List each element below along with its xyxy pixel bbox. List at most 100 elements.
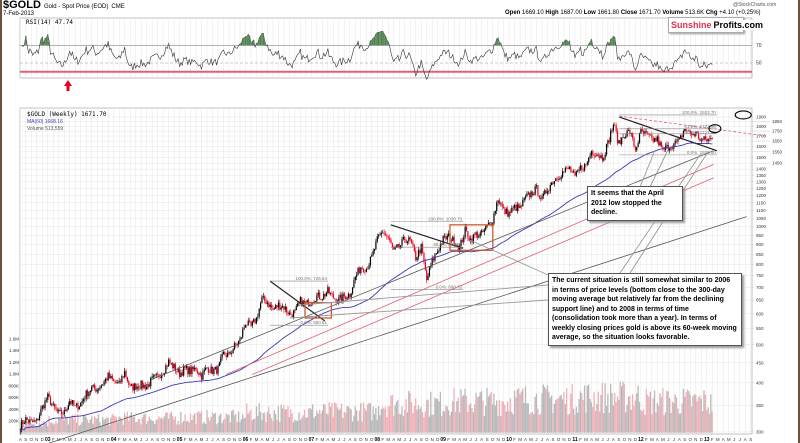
volume-bar — [217, 422, 219, 433]
volume-bar — [320, 413, 322, 433]
volume-bar — [261, 419, 263, 433]
volume-bar — [571, 384, 573, 433]
volume-bar — [185, 421, 188, 433]
volume-bar — [439, 391, 442, 433]
volume-bar — [435, 398, 437, 433]
volume-bar — [100, 425, 102, 433]
x-axis-label: A — [217, 437, 220, 442]
x-axis-label: J — [140, 437, 142, 442]
volume-bar — [305, 417, 307, 433]
price-candle — [122, 376, 124, 377]
volume-bar — [177, 421, 179, 433]
rsi-tick-label: 70 — [756, 43, 762, 49]
price-candle — [84, 398, 86, 400]
price-candle — [111, 375, 113, 380]
x-axis-label: M — [266, 437, 270, 442]
x-axis-label: M — [452, 437, 456, 442]
volume-bar — [265, 421, 267, 433]
price-candle — [233, 343, 236, 350]
price-candle — [132, 384, 134, 391]
volume-bar — [681, 403, 683, 433]
volume-legend: Volume 513,559 — [27, 126, 64, 132]
price-candle — [306, 300, 308, 303]
price-candle — [504, 208, 506, 214]
price-candle — [682, 131, 685, 138]
volume-bar — [334, 402, 336, 433]
price-candle — [279, 302, 281, 310]
price-candle — [148, 384, 150, 387]
volume-bar — [358, 410, 361, 433]
x-axis-label: F — [447, 437, 450, 442]
volume-bar — [490, 391, 492, 433]
volume-bar — [345, 412, 347, 433]
price-candle — [272, 307, 274, 310]
price-candle — [520, 205, 523, 207]
price-candle — [70, 400, 72, 404]
x-axis-label: M — [57, 437, 61, 442]
volume-bar — [644, 414, 646, 433]
price-candle — [56, 409, 58, 412]
price-candle — [257, 316, 259, 318]
fib-level-label: 0.0%: 690.72 — [436, 285, 463, 290]
price-candle — [67, 405, 69, 410]
volume-bar — [84, 415, 86, 433]
volume-bar — [408, 390, 410, 433]
price-candle — [666, 144, 668, 147]
x-axis-label: S — [683, 437, 686, 442]
volume-bar — [328, 402, 330, 433]
volume-bar — [169, 413, 171, 433]
x-axis-label: M — [134, 437, 138, 442]
volume-bar — [406, 412, 409, 433]
price-candle — [623, 137, 626, 139]
volume-bar — [176, 424, 178, 433]
price-candle — [117, 382, 119, 384]
volume-bar — [575, 406, 577, 433]
volume-bar — [671, 401, 674, 433]
price-tick-label: 1900 — [756, 115, 767, 120]
volume-bar — [449, 415, 451, 433]
x-axis-label: J — [607, 437, 609, 442]
volume-bar — [608, 412, 610, 433]
price-candle — [540, 198, 542, 200]
price-tick-label: 1100 — [756, 208, 766, 213]
price-candle — [428, 267, 431, 276]
volume-bar — [36, 425, 38, 433]
volume-bar — [312, 404, 314, 433]
price-candle — [474, 234, 476, 235]
highlight-ellipse — [734, 110, 752, 120]
volume-bar — [597, 391, 599, 433]
x-axis-label: S — [24, 437, 27, 442]
volume-bar — [592, 406, 594, 433]
price-candle — [196, 370, 199, 373]
price-tick-label: 1650 — [772, 139, 783, 144]
x-axis-label: N — [694, 437, 697, 442]
price-candle — [673, 143, 675, 149]
volume-bar — [178, 424, 181, 433]
volume-bar — [313, 417, 315, 433]
volume-bar — [655, 412, 657, 433]
volume-bar — [152, 421, 155, 433]
price-candle — [592, 151, 594, 155]
price-candle — [692, 133, 694, 135]
x-axis-label: 06 — [243, 437, 249, 443]
annotation-current-situation: The current situation is still somewhat … — [548, 273, 742, 346]
volume-bar — [667, 391, 669, 433]
price-candle — [125, 370, 127, 377]
price-candle — [640, 128, 642, 134]
price-candle — [708, 138, 711, 140]
volume-bar — [528, 414, 531, 433]
volume-bar — [180, 412, 182, 433]
volume-bar — [539, 413, 542, 433]
volume-bar — [545, 389, 547, 433]
price-candle — [497, 200, 499, 203]
volume-bar — [89, 419, 91, 433]
price-tick-label: 1050 — [756, 216, 767, 221]
volume-bar — [614, 393, 616, 433]
volume-bar — [141, 417, 144, 433]
price-tick-label: 1200 — [756, 193, 767, 198]
volume-bar — [360, 402, 362, 433]
volume-bar — [27, 419, 30, 433]
volume-bar — [520, 391, 523, 433]
price-candle — [76, 403, 78, 406]
volume-bar — [174, 416, 177, 433]
